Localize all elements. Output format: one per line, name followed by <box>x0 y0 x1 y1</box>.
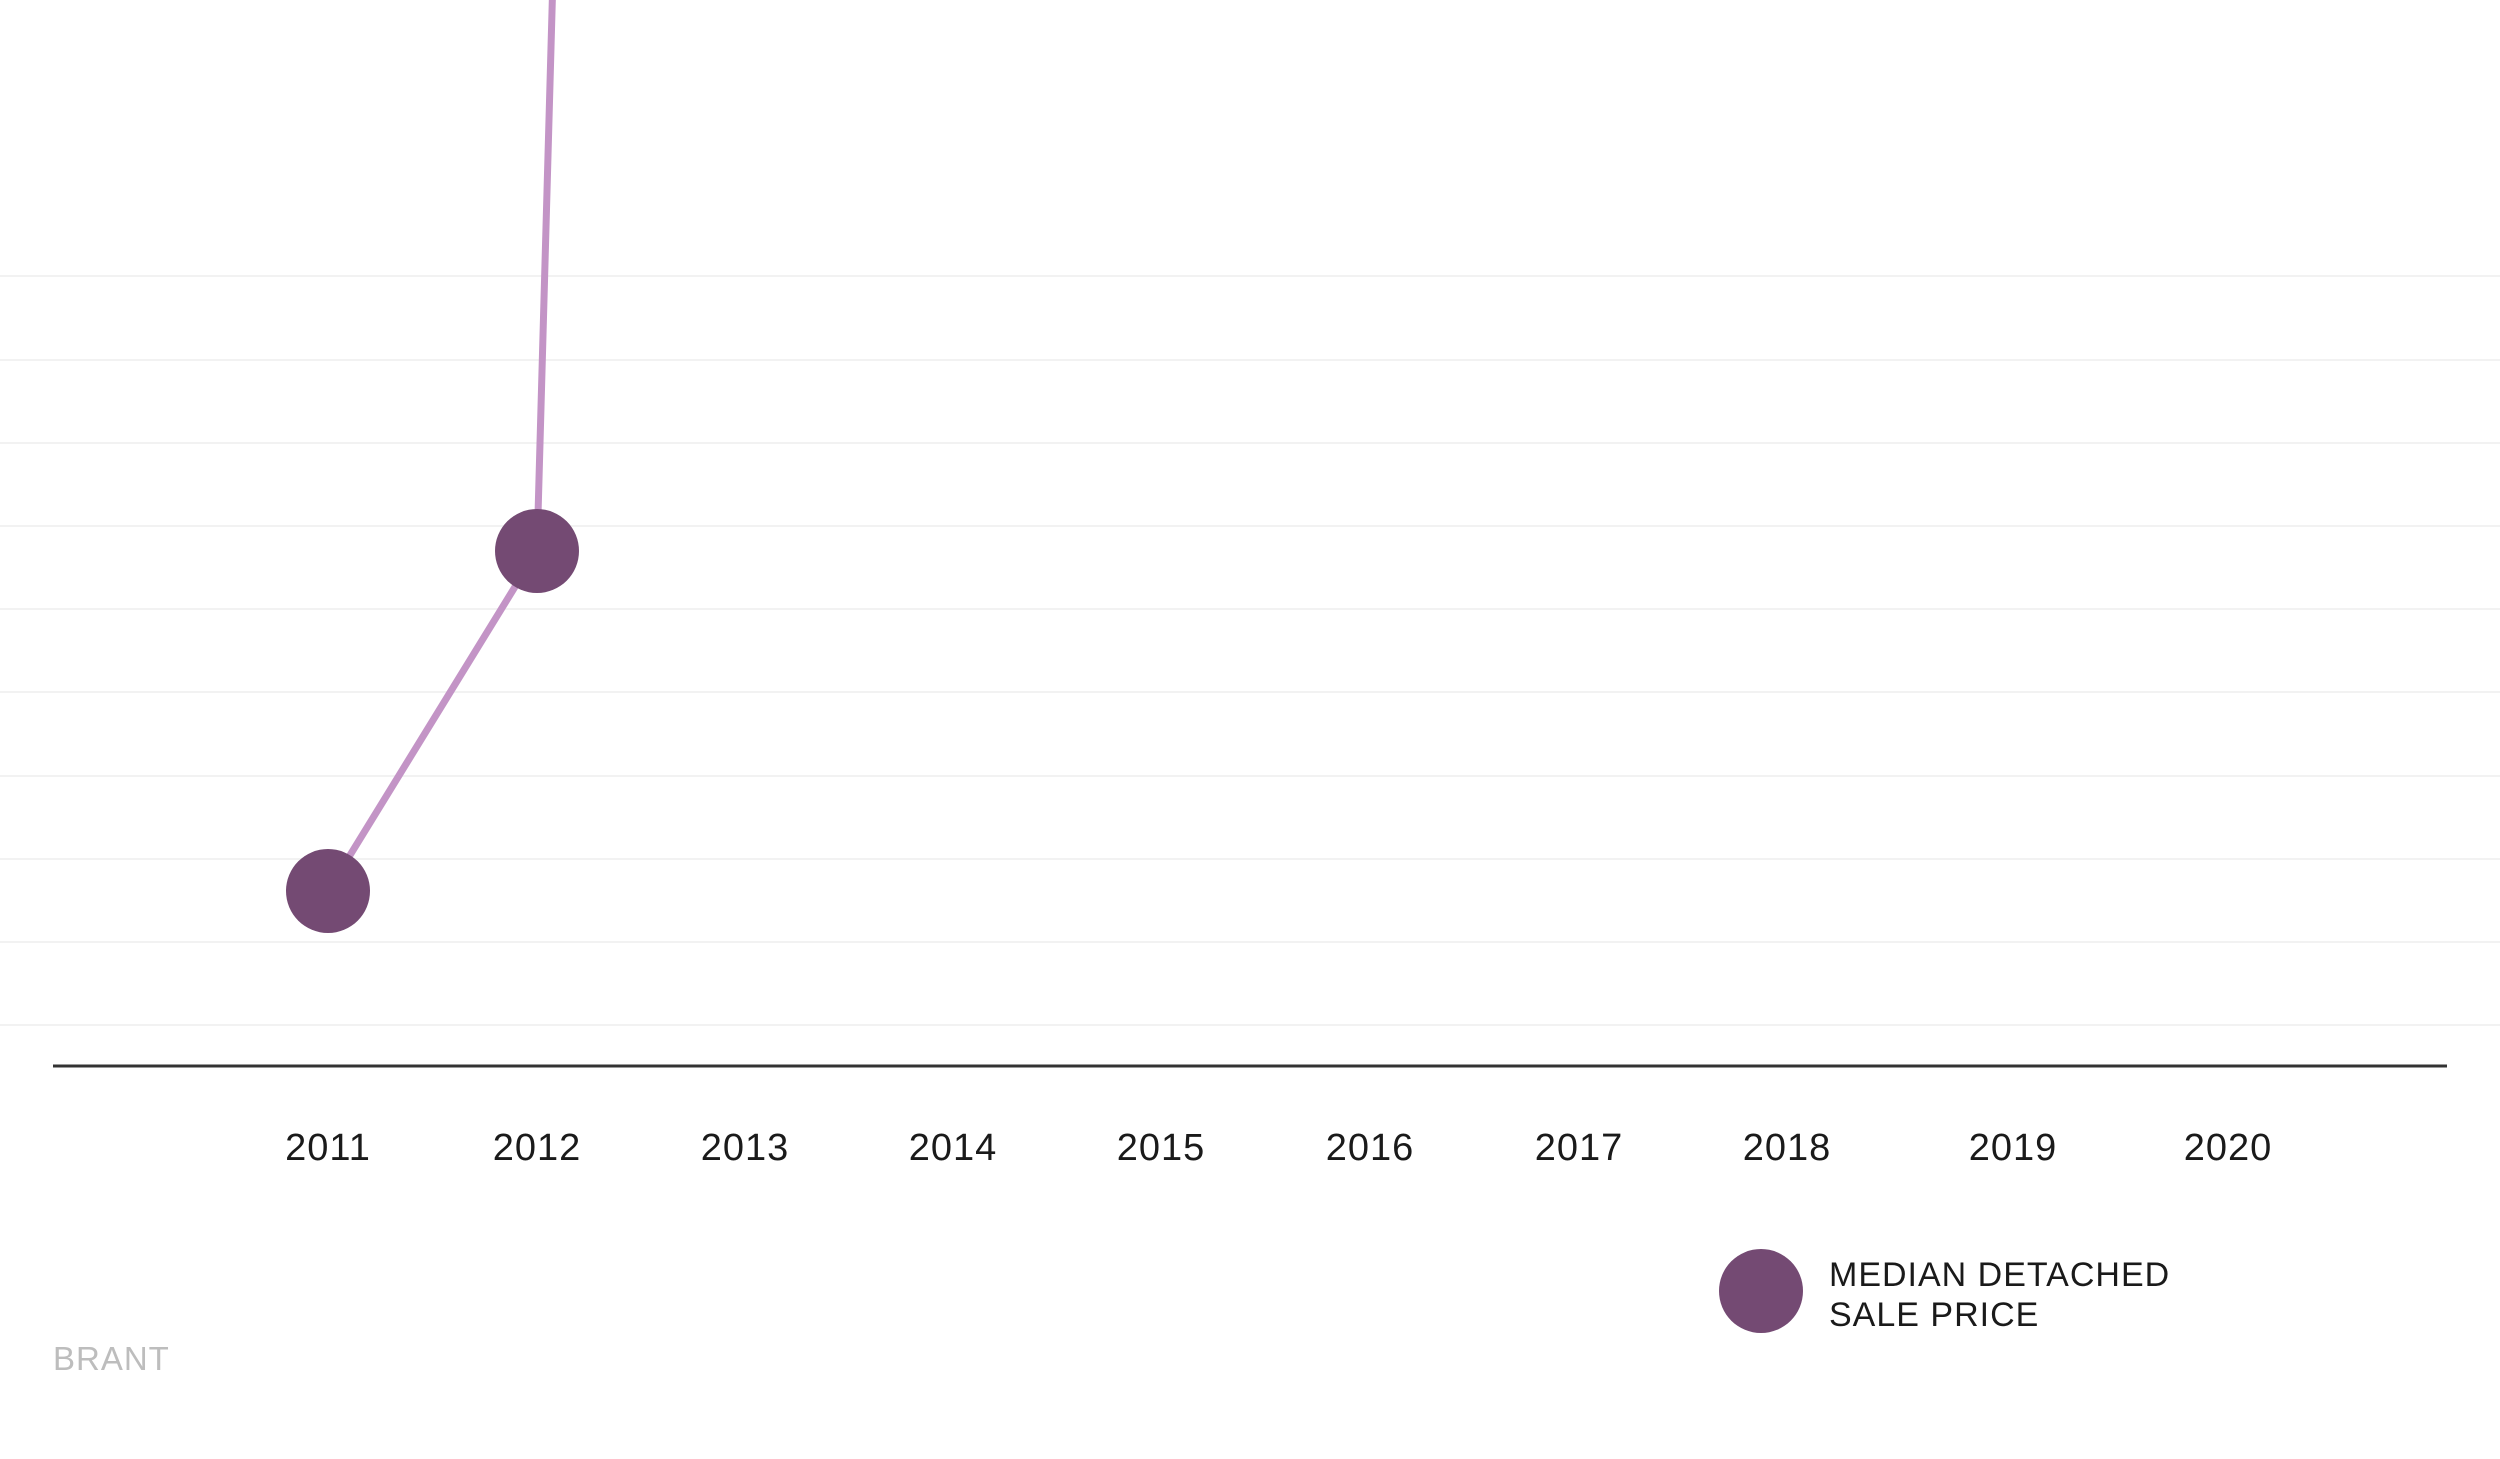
legend-swatch <box>1719 1249 1803 1333</box>
x-tick-labels: 2011 2012 2013 2014 2015 2016 2017 2018 2019 2020 <box>285 1127 2273 1169</box>
source-label: BRANT <box>53 1340 170 1377</box>
series-markers <box>286 509 579 933</box>
x-tick-label-2020: 2020 <box>2184 1127 2273 1169</box>
x-tick-label-2019: 2019 <box>1969 1127 2058 1169</box>
x-tick-label-2014: 2014 <box>909 1127 998 1169</box>
legend-label-line1: MEDIAN DETACHED <box>1829 1256 2170 1294</box>
series-line <box>325 0 556 893</box>
data-point-2012 <box>495 509 579 593</box>
legend: MEDIAN DETACHED SALE PRICE <box>1719 1249 2170 1334</box>
series-line-group <box>325 0 556 893</box>
x-tick-label-2012: 2012 <box>493 1127 582 1169</box>
legend-label-line2: SALE PRICE <box>1829 1296 2039 1334</box>
x-tick-label-2016: 2016 <box>1326 1127 1415 1169</box>
x-tick-label-2013: 2013 <box>701 1127 790 1169</box>
x-tick-label-2017: 2017 <box>1535 1127 1624 1169</box>
x-tick-label-2015: 2015 <box>1117 1127 1206 1169</box>
x-tick-label-2011: 2011 <box>285 1127 371 1169</box>
x-tick-label-2018: 2018 <box>1743 1127 1832 1169</box>
data-point-2011 <box>286 849 370 933</box>
gridlines <box>0 275 2500 1026</box>
